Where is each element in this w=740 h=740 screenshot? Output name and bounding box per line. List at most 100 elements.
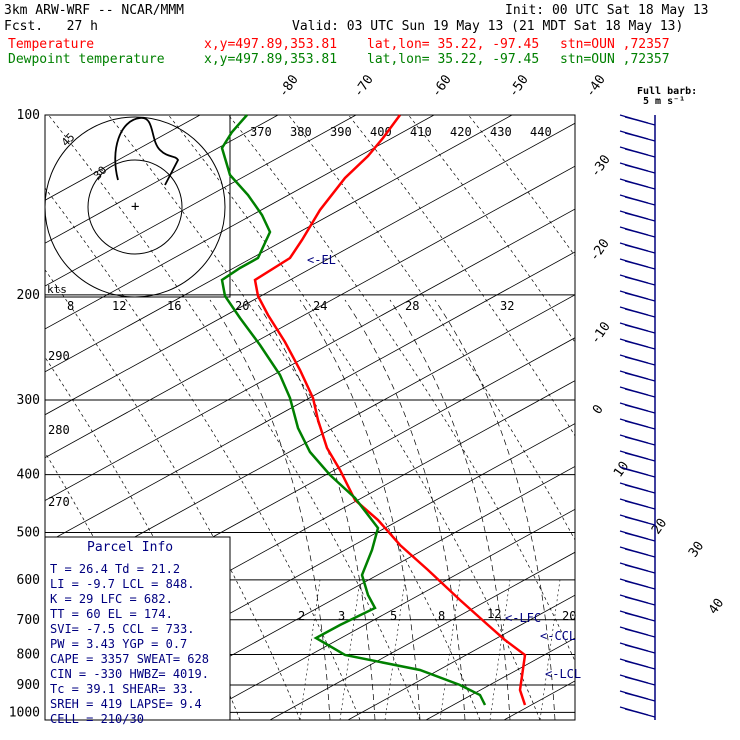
wind-barb (619, 562, 656, 574)
wind-barb (619, 402, 656, 414)
barb-flag (619, 274, 649, 284)
moist-adiabat (254, 299, 376, 720)
barb-flag (619, 162, 649, 172)
barb-flag (619, 690, 649, 700)
moist-adiabat (389, 299, 511, 720)
isotherm-line (45, 115, 279, 244)
theta-side-label: 270 (48, 495, 70, 509)
wind-barb (619, 530, 656, 542)
barb-flag (619, 418, 649, 428)
mixing-ratio-line (439, 579, 461, 720)
barb-flag (619, 530, 649, 540)
wind-barb (619, 450, 656, 462)
barb-flag (619, 370, 649, 380)
barb-flag (619, 338, 649, 348)
isotherm-label: -10 (588, 319, 614, 347)
valid-time: Valid: 03 UTC Sun 19 May 13 (21 MDT Sat … (292, 19, 684, 34)
dewpoint-legend: Dewpoint temperature (8, 52, 165, 67)
barb-flag (619, 658, 649, 668)
wind-barb (619, 466, 656, 478)
wind-barb (619, 194, 656, 206)
wind-barb (619, 386, 656, 398)
hodograph-speed-tick: 32 (500, 299, 514, 313)
barb-flag (619, 578, 649, 588)
moist-adiabat (209, 299, 331, 720)
wind-barb (619, 658, 656, 670)
isotherm-label: 10 (611, 459, 632, 480)
moist-adiabat (299, 299, 421, 720)
barb-flag (619, 386, 649, 396)
mixing-ratio-label: 2 (298, 609, 305, 623)
barb-legend-units: 5 m s⁻¹ (643, 96, 685, 107)
barb-flag (619, 226, 649, 236)
level-annotation: <-LCL (545, 667, 581, 681)
barb-flag (619, 562, 649, 572)
wind-barb (619, 130, 656, 142)
barb-flag (619, 178, 649, 188)
wind-barb (619, 226, 656, 238)
mixing-ratio-label: 12 (487, 607, 501, 621)
isotherm-label: -70 (351, 72, 377, 100)
barb-flag (619, 210, 649, 220)
parcel-info-row: CAPE = 3357 SWEAT= 628 (50, 652, 209, 666)
barb-flag (619, 322, 649, 332)
barb-flag (619, 466, 649, 476)
isotherm-line (113, 465, 575, 720)
pressure-label: 900 (17, 678, 40, 693)
barb-flag (619, 626, 649, 636)
barb-flag (619, 114, 649, 124)
level-annotation: <-LFC (505, 611, 541, 625)
hodograph-speed-tick: 28 (405, 299, 419, 313)
level-annotation: <-CCL (540, 629, 576, 643)
wind-barb (619, 610, 656, 622)
wind-barb (619, 258, 656, 270)
hodograph-units: kts (47, 283, 67, 296)
isotherm-line (45, 208, 575, 502)
theta-label: 440 (530, 125, 552, 139)
isotherm-line (660, 115, 740, 720)
wind-barb (619, 114, 656, 126)
isotherm-line (45, 115, 435, 330)
hodograph-trace (114, 117, 180, 186)
isotherm-line (425, 637, 575, 720)
wind-barb (619, 290, 656, 302)
pressure-label: 800 (17, 647, 40, 662)
parcel-box (44, 536, 231, 721)
barb-flag (619, 610, 649, 620)
isotherm-line (45, 115, 357, 287)
mixing-ratio-line (489, 579, 511, 720)
plot-frame (44, 114, 576, 721)
barb-flag (619, 130, 649, 140)
barb-flag (619, 546, 649, 556)
parcel-info-row: SREH = 419 LAPSE= 9.4 (50, 697, 202, 711)
isotherm-line (45, 122, 575, 416)
model-title: 3km ARW-WRF -- NCAR/MMM (4, 3, 185, 18)
hodograph-speed-tick: 12 (112, 299, 126, 313)
dewpoint-xy: x,y=497.89,353.81 (204, 52, 338, 67)
wind-barb (619, 514, 656, 526)
mixing-ratio-label: 20 (562, 609, 576, 623)
theta-label: 430 (490, 125, 512, 139)
barb-flag (619, 498, 649, 508)
barb-legend: Full barb: (637, 86, 697, 97)
hodograph-speed-tick: 8 (67, 299, 74, 313)
barb-flag (619, 194, 649, 204)
hodograph-speed-tick: 24 (313, 299, 327, 313)
parcel-info-row: SVI= -7.5 CCL = 733. (50, 622, 195, 636)
mixing-ratio-line (339, 579, 361, 720)
barb-flag (619, 290, 649, 300)
dewpoint-latlon: lat,lon= 35.22, -97.45 (367, 52, 540, 67)
isotherm-label: 0 (590, 402, 607, 417)
mixing-ratio-line (539, 579, 561, 720)
moist-adiabat (344, 299, 466, 720)
isotherm-line (45, 251, 575, 544)
pressure-label: 300 (17, 393, 40, 408)
parcel-info-row: TT = 60 EL = 174. (50, 607, 173, 621)
temperature-latlon: lat,lon= 35.22, -97.45 (367, 37, 540, 52)
pressure-label: 100 (17, 108, 40, 123)
mixing-ratio-line (299, 579, 321, 720)
pressure-label: 1000 (9, 705, 40, 720)
parcel-info-row: LI = -9.7 LCL = 848. (50, 577, 195, 591)
theta-label: 370 (250, 125, 272, 139)
wind-barb (619, 322, 656, 334)
